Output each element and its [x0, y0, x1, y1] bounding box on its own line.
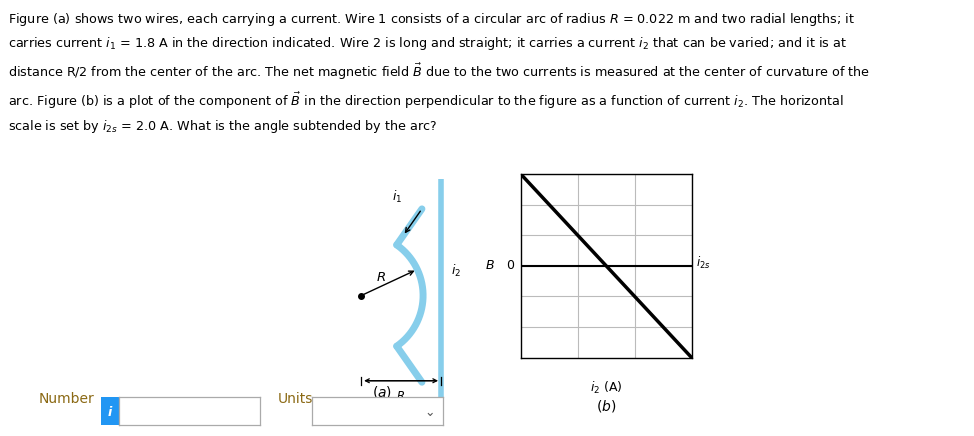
- Text: $i_{2s}$: $i_{2s}$: [696, 255, 711, 271]
- Text: $R$: $R$: [376, 271, 386, 284]
- Text: 0: 0: [506, 259, 514, 272]
- Text: Units: Units: [278, 392, 313, 406]
- Text: Figure (a) shows two wires, each carrying a current. Wire 1 consists of a circul: Figure (a) shows two wires, each carryin…: [8, 11, 870, 135]
- Text: $(a)$: $(a)$: [372, 384, 392, 400]
- Text: Number: Number: [39, 392, 94, 406]
- Text: ⌄: ⌄: [425, 406, 435, 419]
- Text: $i_1$: $i_1$: [393, 189, 402, 205]
- Text: $i_2$ (A): $i_2$ (A): [590, 379, 622, 395]
- Text: $i_2$: $i_2$: [451, 263, 461, 279]
- Text: $\dfrac{R}{2}$: $\dfrac{R}{2}$: [396, 389, 406, 415]
- Text: $(b)$: $(b)$: [596, 398, 617, 414]
- Text: i: i: [108, 406, 112, 419]
- Text: $B$: $B$: [485, 259, 495, 272]
